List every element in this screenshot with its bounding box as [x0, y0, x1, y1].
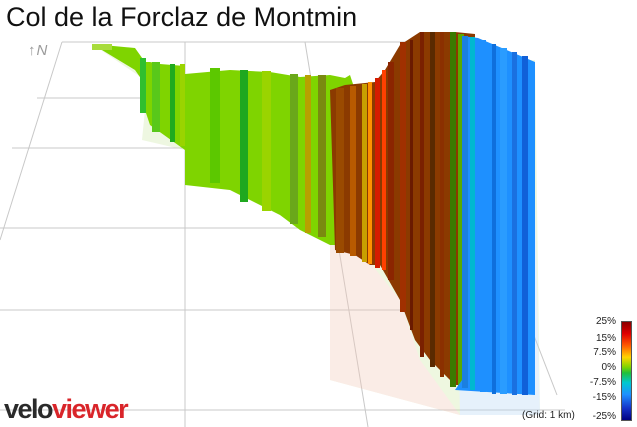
legend-label: 15% [595, 333, 616, 344]
profile-ribbon-green [92, 44, 355, 245]
profile-ribbon-descent [455, 36, 535, 395]
legend-color-bar [621, 321, 632, 421]
gradient-legend: 25% 15% 7.5% 0% -7.5% -15% -25% [586, 316, 634, 424]
grid-line [0, 41, 63, 241]
logo-text-velo: velo [4, 394, 54, 424]
legend-label: 0% [601, 362, 616, 373]
grid-scale-note: (Grid: 1 km) [522, 410, 575, 421]
north-arrow-icon[interactable]: ↑N [28, 42, 49, 59]
logo-text-viewer: viewer [52, 394, 129, 424]
route-title: Col de la Forclaz de Montmin [6, 2, 358, 32]
veloviewer-logo[interactable]: veloviewer [4, 394, 129, 425]
profile-ribbon-climb [330, 32, 475, 389]
legend-label: 25% [595, 316, 616, 327]
legend-label: -7.5% [589, 377, 616, 388]
legend-label: 7.5% [593, 347, 616, 358]
legend-label: -25% [592, 411, 616, 422]
legend-label: -15% [592, 392, 616, 403]
